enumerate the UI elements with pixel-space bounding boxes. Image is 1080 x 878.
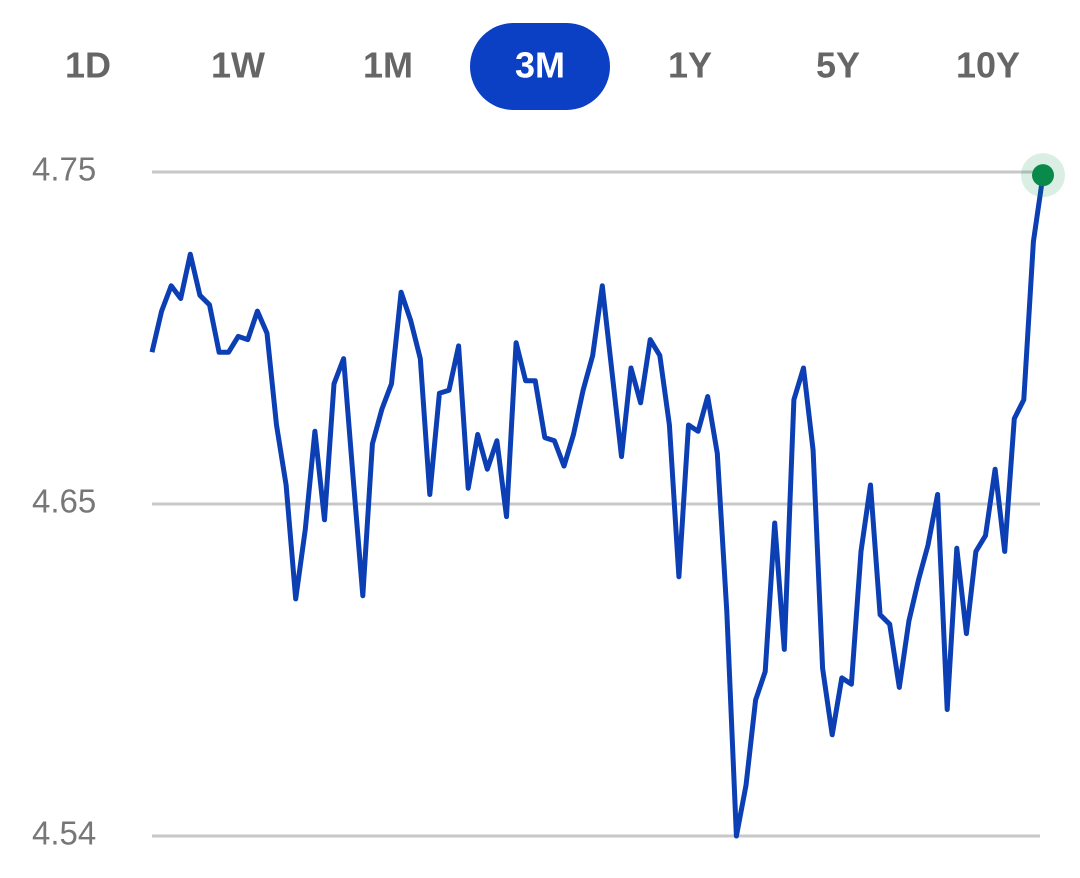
y-tick-label: 4.54 — [32, 815, 96, 852]
range-tab[interactable]: 3M — [515, 45, 565, 86]
range-tab[interactable]: 1W — [211, 45, 265, 86]
selected-tab-pill — [470, 23, 610, 110]
range-tab[interactable]: 1M — [363, 45, 413, 86]
range-tab[interactable]: 10Y — [956, 45, 1020, 86]
rate-line — [149, 174, 1046, 839]
y-tick-label: 4.65 — [32, 483, 96, 520]
range-tab[interactable]: 1D — [65, 45, 111, 86]
range-tab[interactable]: 1Y — [668, 45, 712, 86]
y-tick-label: 4.75 — [32, 151, 96, 188]
end-marker — [1032, 164, 1054, 187]
range-tab[interactable]: 5Y — [816, 45, 860, 86]
